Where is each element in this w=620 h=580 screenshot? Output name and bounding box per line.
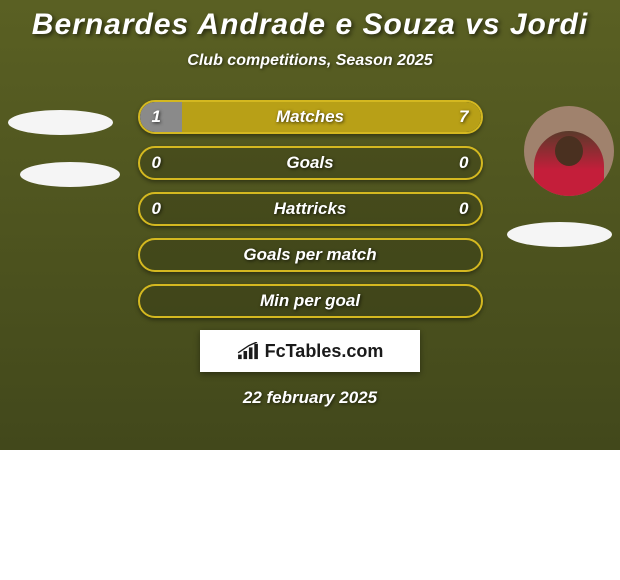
avatar-right-silhouette <box>534 131 604 196</box>
stat-label: Matches <box>276 107 344 127</box>
stat-row: 0 Goals 0 <box>138 146 483 180</box>
stat-value-right: 7 <box>459 107 468 127</box>
stat-row: Goals per match <box>138 238 483 272</box>
stat-value-right: 0 <box>459 199 468 219</box>
stat-label: Hattricks <box>274 199 347 219</box>
subtitle: Club competitions, Season 2025 <box>0 52 620 70</box>
stat-label: Goals <box>286 153 333 173</box>
stats-area: 1 Matches 7 0 Goals 0 0 Hattricks 0 Goals per mat… <box>0 100 620 408</box>
date-text: 22 february 2025 <box>0 388 620 408</box>
page-title: Bernardes Andrade e Souza vs Jordi <box>0 8 620 42</box>
stat-value-left: 1 <box>152 107 161 127</box>
stat-rows: 1 Matches 7 0 Goals 0 0 Hattricks 0 Goals per mat… <box>138 100 483 318</box>
avatar-right-placeholder-2 <box>507 222 612 247</box>
stat-value-left: 0 <box>152 199 161 219</box>
stat-value-right: 0 <box>459 153 468 173</box>
stats-card: Bernardes Andrade e Souza vs Jordi Club … <box>0 0 620 450</box>
stat-row: 1 Matches 7 <box>138 100 483 134</box>
stat-row: 0 Hattricks 0 <box>138 192 483 226</box>
stat-row: Min per goal <box>138 284 483 318</box>
avatar-left-placeholder-1 <box>8 110 113 135</box>
stat-label: Goals per match <box>243 245 376 265</box>
avatar-left-placeholder-2 <box>20 162 120 187</box>
brand-text: FcTables.com <box>265 341 384 362</box>
chart-icon <box>237 342 259 360</box>
brand-box[interactable]: FcTables.com <box>200 330 420 372</box>
avatar-right-player <box>524 106 614 196</box>
stat-label: Min per goal <box>260 291 360 311</box>
stat-value-left: 0 <box>152 153 161 173</box>
